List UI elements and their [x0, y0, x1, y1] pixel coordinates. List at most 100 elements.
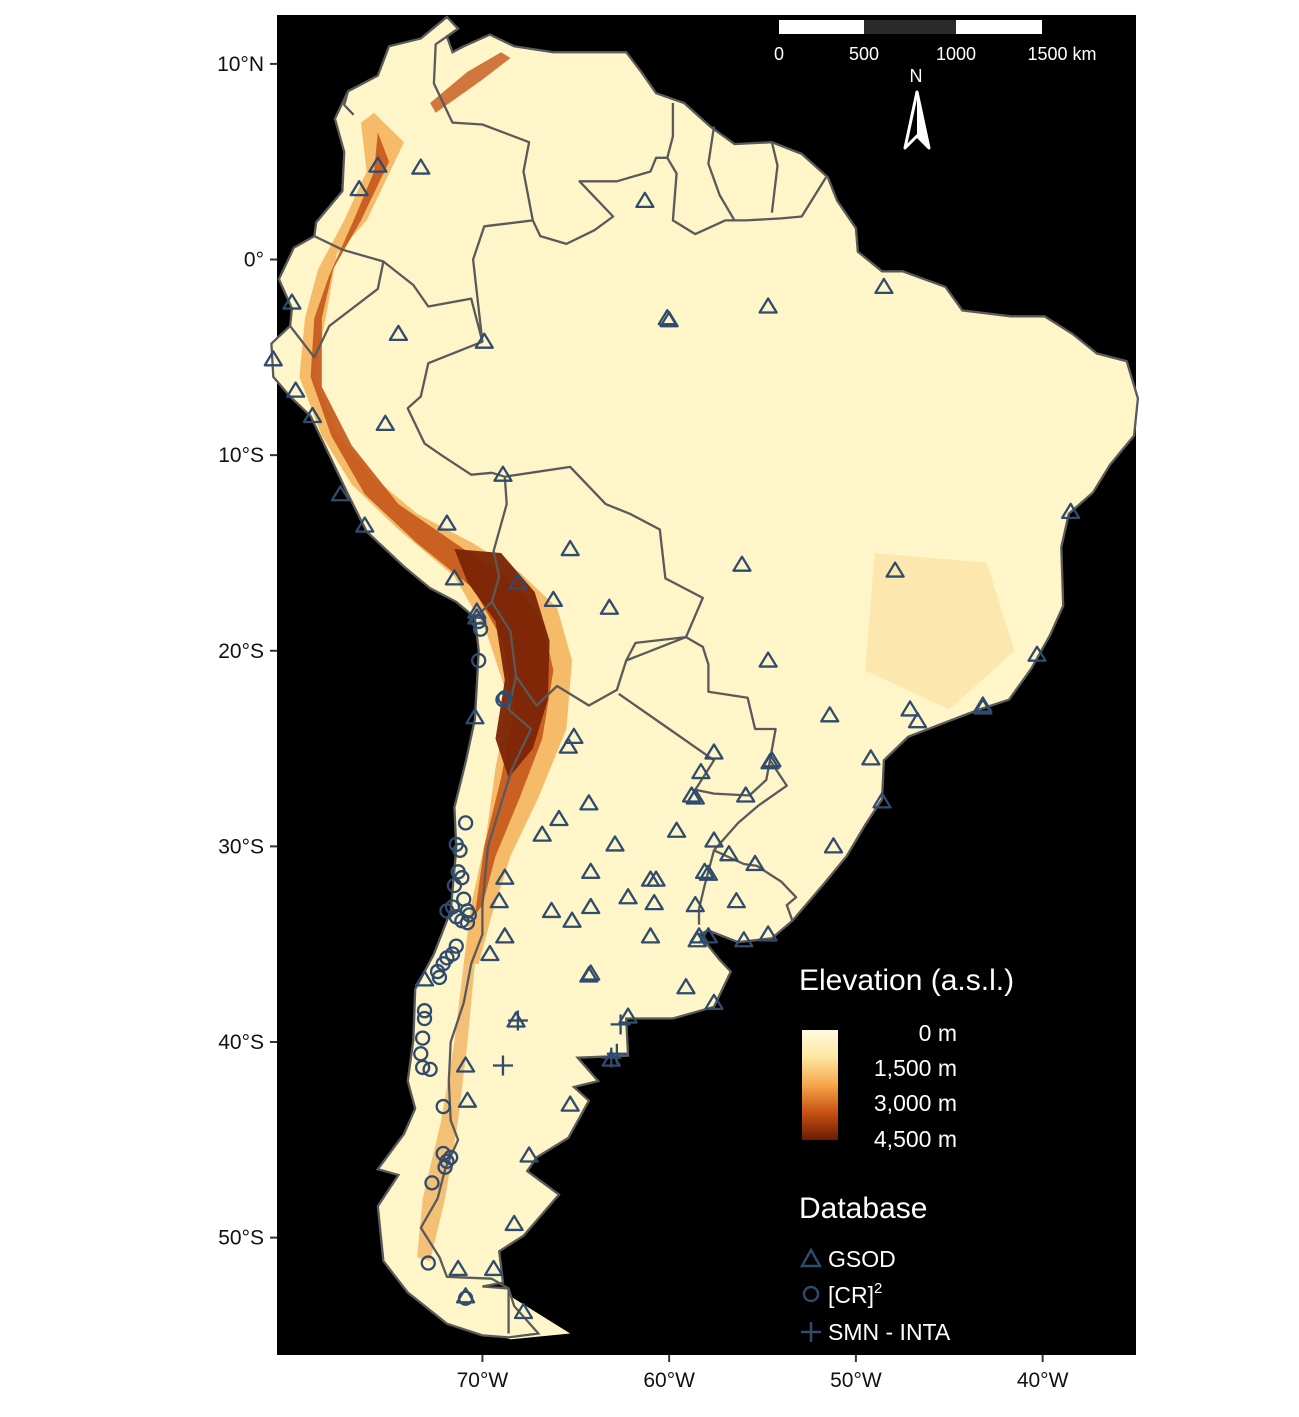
gsod-station-icon [900, 700, 920, 717]
gsod-station-icon [599, 598, 620, 615]
country-borders [270, 15, 1140, 1339]
gsod-station-icon [758, 651, 778, 668]
cr2-superscript: 2 [874, 1280, 882, 1297]
lat-tick-label: 10°S [218, 444, 264, 467]
gsod-station-icon [874, 277, 894, 295]
gsod-station-icon [437, 514, 457, 531]
andes-relief [299, 52, 1015, 1262]
gsod-station-icon [286, 381, 306, 398]
lat-tick-label: 30°S [218, 835, 264, 858]
scale-seg-2 [864, 20, 956, 34]
gsod-station-icon [618, 1007, 638, 1024]
cr2-station-icon [446, 877, 463, 894]
legend-item-cr2: [CR]2 [828, 1280, 882, 1308]
gsod-station-icon [885, 561, 905, 578]
gsod-station-icon [483, 1259, 504, 1277]
gsod-station-icon [698, 864, 719, 881]
gsod-station-icon [541, 901, 562, 919]
smn-station-icon [492, 1055, 513, 1076]
gsod-station-icon [644, 893, 664, 911]
cr2-station-icon [495, 692, 511, 708]
gsod-station-icon [581, 964, 601, 981]
cr2-station-icon [435, 1098, 451, 1115]
cr2-station-icon [424, 1175, 440, 1191]
triangle-icon [799, 1247, 823, 1268]
gsod-station-icon [640, 927, 661, 944]
gsod-station-icon [349, 179, 369, 197]
elevation-label-4500: 4,500 m [874, 1126, 957, 1152]
gsod-station-icon [560, 1095, 580, 1112]
north-label: N [910, 66, 923, 86]
gsod-station-icon [704, 743, 724, 760]
cr2-station-icon [471, 613, 487, 630]
gsod-station-icon [1060, 502, 1081, 520]
gsod-station-icon [581, 897, 601, 915]
smn-station-icon [606, 1043, 627, 1064]
gsod-station-icon [467, 602, 487, 619]
gsod-station-icon [736, 786, 756, 803]
gsod-station-icon [474, 332, 494, 349]
elevation-legend: Elevation (a.s.l.) 0 m 1,500 m 3,000 m 4… [799, 964, 1014, 1152]
gsod-station-icon [495, 927, 515, 944]
circle-icon [802, 1285, 820, 1303]
gsod-station-icon [489, 892, 509, 909]
elevation-colorbar [802, 1030, 838, 1140]
gsod-station-icon [820, 706, 840, 723]
gsod-station-icon [558, 737, 578, 754]
gsod-station-icon [681, 786, 702, 803]
gsod-station-icon [635, 191, 655, 208]
cr2-station-icon [422, 1061, 438, 1078]
cr2-station-icon [457, 815, 474, 831]
gsod-station-icon [698, 927, 719, 944]
gsod-station-icon [704, 993, 724, 1011]
gsod-station-icon [448, 1259, 468, 1277]
legend-item-gsod: GSOD [828, 1246, 896, 1272]
gsod-station-icon [282, 293, 302, 310]
lat-tick-label: 0° [244, 249, 264, 272]
lat-tick-label: 10°N [217, 53, 264, 76]
gsod-station-icon [646, 870, 666, 887]
cr2-station-icon [452, 842, 468, 858]
gsod-station-icon [504, 1214, 524, 1232]
north-arrow: N [903, 66, 931, 150]
gsod-station-icon [263, 350, 283, 367]
gsod-station-icon [455, 1287, 476, 1304]
scale-label-1000: 1000 [936, 44, 976, 64]
gsod-station-icon [685, 788, 705, 805]
gsod-station-icon [549, 809, 569, 827]
gsod-station-icon [676, 978, 696, 995]
gsod-station-icon [355, 516, 375, 533]
gsod-station-icon [605, 835, 625, 852]
longitude-axis: 70°W 60°W 50°W 40°W [457, 1355, 1069, 1392]
lat-tick-label: 40°S [218, 1031, 264, 1054]
gsod-station-icon [579, 794, 599, 811]
gsod-station-icon [581, 862, 601, 879]
elevation-label-3000: 3,000 m [874, 1090, 957, 1116]
gsod-station-icon [704, 831, 724, 848]
gsod-station-icon [543, 590, 564, 608]
gsod-station-icon [493, 465, 513, 482]
lon-tick-label: 60°W [643, 1369, 695, 1392]
cr2-station-icon [415, 1030, 431, 1046]
gsod-station-icon [562, 911, 582, 928]
gsod-station-icon [758, 297, 778, 314]
elevation-label-1500: 1,500 m [874, 1055, 957, 1081]
legend-item-smn: SMN - INTA [828, 1319, 951, 1345]
gsod-station-icon [657, 309, 677, 326]
cr2-station-icon [415, 1059, 431, 1076]
gsod-station-icon [758, 925, 778, 942]
gsod-station-icon [375, 414, 395, 431]
gsod-station-icon [691, 762, 711, 780]
gsod-station-icon [560, 539, 580, 557]
gsod-station-icon [823, 837, 844, 854]
gsod-station-icon [973, 696, 993, 713]
gsod-station-icon [368, 156, 388, 173]
gsod-station-icon [414, 970, 435, 987]
gsod-station-icon [694, 862, 715, 879]
gsod-station-icon [564, 727, 584, 744]
gsod-station-icon [480, 944, 500, 962]
database-legend-title: Database [799, 1192, 927, 1225]
scale-label-500: 500 [849, 44, 879, 64]
plus-icon [801, 1322, 821, 1342]
gsod-station-icon [1027, 645, 1047, 662]
